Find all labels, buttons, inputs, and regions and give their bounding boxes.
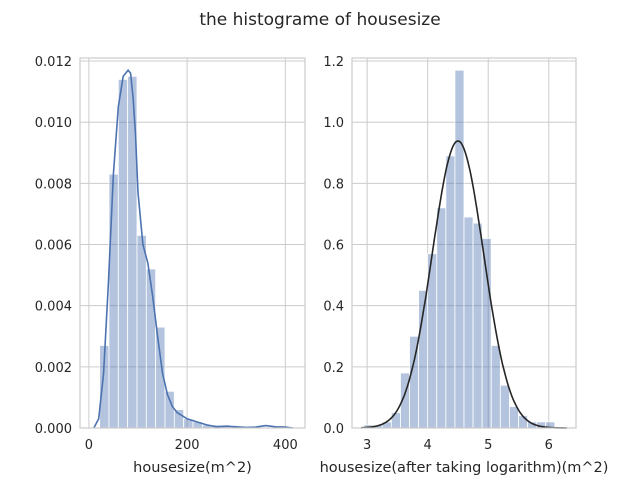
histogram-bar: [145, 268, 157, 429]
x-tick-label: 5: [484, 438, 492, 453]
histogram-bar: [481, 238, 492, 429]
y-tick-label: 0.008: [35, 177, 72, 192]
y-tick-label: 0.8: [323, 177, 344, 192]
y-tick-label: 0.010: [35, 116, 72, 131]
histogram-bar: [436, 207, 447, 429]
y-tick-label: 1.2: [323, 55, 344, 70]
histogram-bar: [499, 384, 510, 429]
x-axis-label: housesize(m^2): [133, 460, 252, 476]
histogram-bar: [445, 155, 456, 429]
x-tick-label: 4: [424, 438, 432, 453]
y-tick-label: 0.4: [323, 300, 344, 315]
x-tick-label: 200: [175, 438, 200, 453]
histogram-bar: [108, 173, 119, 429]
y-tick-label: 0.012: [35, 55, 72, 70]
histogram-bar: [173, 409, 185, 429]
kde-curve: [93, 68, 293, 429]
x-axis-label: housesize(after taking logarithm)(m^2): [320, 460, 609, 476]
y-tick-label: 0.0: [323, 422, 344, 437]
y-tick-label: 0.002: [35, 361, 72, 376]
y-tick-label: 0.006: [35, 239, 72, 254]
y-tick-label: 0.6: [323, 239, 344, 254]
y-tick-label: 0.004: [35, 300, 72, 315]
histogram-bar: [136, 234, 147, 429]
normal-fit-curve: [361, 140, 567, 429]
histogram-bar: [164, 390, 175, 429]
y-tick-label: 0.000: [35, 422, 72, 437]
figure-title: the histograme of housesize: [199, 10, 440, 30]
histogram-bar: [454, 69, 465, 429]
x-tick-label: 3: [363, 438, 371, 453]
histogram-bar: [490, 345, 501, 429]
axes-frame: [79, 57, 306, 429]
histogram-bar: [117, 79, 129, 429]
histogram-bar: [518, 415, 528, 429]
chart-panel-2: 0.0 0.2 0.4 0.6 0.8 1.0 1.2 3 4 5 6 housesize(after…: [320, 55, 609, 476]
x-tick-label: 400: [273, 438, 298, 453]
y-tick-label: 1.0: [323, 116, 344, 131]
y-tick-label: 0.2: [323, 361, 344, 376]
x-tick-label: 6: [545, 438, 553, 453]
histogram-bar: [390, 412, 401, 429]
histogram-bar: [472, 222, 483, 429]
chart-panel-1: 0.000 0.002 0.004 0.006 0.008 0.010 0.012 0 200 4…: [35, 55, 306, 476]
axes-frame: [351, 57, 577, 429]
histogram-bar: [509, 406, 519, 429]
x-tick-label: 0: [85, 438, 93, 453]
histogram-bar: [463, 216, 474, 429]
